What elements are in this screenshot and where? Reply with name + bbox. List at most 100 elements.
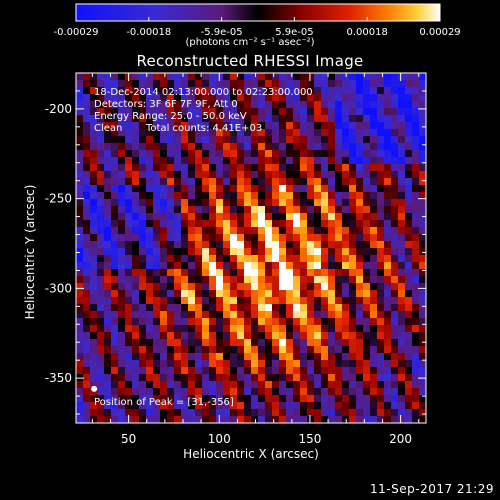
heatmap-cell <box>188 318 196 326</box>
heatmap-cell <box>223 353 231 361</box>
heatmap-cell <box>356 395 364 403</box>
heatmap-cell <box>314 129 322 137</box>
heatmap-cell <box>244 150 252 158</box>
x-tick-label: 150 <box>298 432 321 446</box>
heatmap-cell <box>300 227 308 235</box>
heatmap-cell <box>335 290 343 298</box>
heatmap-cell <box>118 311 126 319</box>
heatmap-cell <box>279 87 287 95</box>
heatmap-cell <box>377 402 385 410</box>
heatmap-cell <box>419 353 426 361</box>
heatmap-cell <box>286 346 294 354</box>
heatmap-cell <box>111 213 119 221</box>
heatmap-cell <box>265 304 273 312</box>
heatmap-cell <box>244 353 252 361</box>
heatmap-cell <box>188 304 196 312</box>
heatmap-cell <box>125 157 133 165</box>
heatmap-cell <box>363 395 371 403</box>
heatmap-cell <box>258 80 266 88</box>
heatmap-cell <box>293 234 301 242</box>
heatmap-cell <box>97 136 105 144</box>
heatmap-cell <box>342 129 350 137</box>
heatmap-cell <box>328 80 336 88</box>
heatmap-cell <box>202 220 210 228</box>
heatmap-cell <box>104 143 112 151</box>
heatmap-cell <box>405 178 413 186</box>
heatmap-cell <box>314 185 322 193</box>
heatmap-cell <box>237 108 245 116</box>
heatmap-cell <box>104 220 112 228</box>
heatmap-cell <box>251 409 259 417</box>
heatmap-cell <box>90 353 98 361</box>
heatmap-cell <box>167 101 175 109</box>
heatmap-cell <box>202 311 210 319</box>
heatmap-cell <box>146 101 154 109</box>
heatmap-cell <box>209 241 217 249</box>
heatmap-cell <box>412 283 420 291</box>
heatmap-cell <box>125 269 133 277</box>
heatmap-cell <box>335 367 343 375</box>
heatmap-cell <box>146 73 154 81</box>
heatmap-cell <box>300 122 308 130</box>
heatmap-cell <box>167 213 175 221</box>
heatmap-cell <box>342 192 350 200</box>
heatmap-cell <box>370 318 378 326</box>
heatmap-cell <box>370 164 378 172</box>
heatmap-cell <box>377 150 385 158</box>
heatmap-cell <box>286 416 294 423</box>
heatmap-cell <box>314 339 322 347</box>
heatmap-cell <box>265 227 273 235</box>
heatmap-cell <box>118 213 126 221</box>
heatmap-cell <box>160 297 168 305</box>
heatmap-cell <box>349 325 357 333</box>
heatmap-cell <box>83 409 91 417</box>
heatmap-cell <box>377 290 385 298</box>
heatmap-cell <box>97 241 105 249</box>
heatmap-cell <box>244 171 252 179</box>
heatmap-cell <box>104 241 112 249</box>
heatmap-cell <box>335 311 343 319</box>
heatmap-cell <box>104 115 112 123</box>
heatmap-cell <box>293 409 301 417</box>
heatmap-cell <box>125 367 133 375</box>
heatmap-cell <box>328 171 336 179</box>
heatmap-cell <box>244 164 252 172</box>
heatmap-cell <box>307 227 315 235</box>
heatmap-cell <box>90 255 98 263</box>
heatmap-cell <box>195 416 203 423</box>
heatmap-cell <box>321 395 329 403</box>
heatmap-cell <box>97 311 105 319</box>
heatmap-cell <box>83 192 91 200</box>
heatmap-cell <box>272 402 280 410</box>
heatmap-cell <box>286 262 294 270</box>
heatmap-cell <box>132 199 140 207</box>
heatmap-cell <box>272 101 280 109</box>
heatmap-cell <box>97 164 105 172</box>
heatmap-cell <box>328 381 336 389</box>
heatmap-cell <box>97 220 105 228</box>
heatmap-cell <box>195 213 203 221</box>
heatmap-cell <box>321 346 329 354</box>
heatmap-cell <box>300 73 308 81</box>
heatmap-cell <box>328 255 336 263</box>
heatmap-cell <box>279 311 287 319</box>
heatmap-cell <box>419 402 426 410</box>
heatmap-cell <box>314 269 322 277</box>
heatmap-cell <box>258 367 266 375</box>
heatmap-cell <box>223 213 231 221</box>
heatmap-cell <box>125 199 133 207</box>
heatmap-cell <box>370 339 378 347</box>
heatmap-cell <box>412 87 420 95</box>
heatmap-cell <box>97 290 105 298</box>
heatmap-cell <box>419 339 426 347</box>
heatmap-cell <box>342 276 350 284</box>
heatmap-cell <box>321 297 329 305</box>
heatmap-cell <box>230 143 238 151</box>
heatmap-cell <box>118 290 126 298</box>
heatmap-cell <box>356 332 364 340</box>
heatmap-cell <box>384 388 392 396</box>
heatmap-cell <box>349 213 357 221</box>
heatmap-cell <box>153 150 161 158</box>
heatmap-cell <box>286 283 294 291</box>
heatmap-cell <box>153 164 161 172</box>
